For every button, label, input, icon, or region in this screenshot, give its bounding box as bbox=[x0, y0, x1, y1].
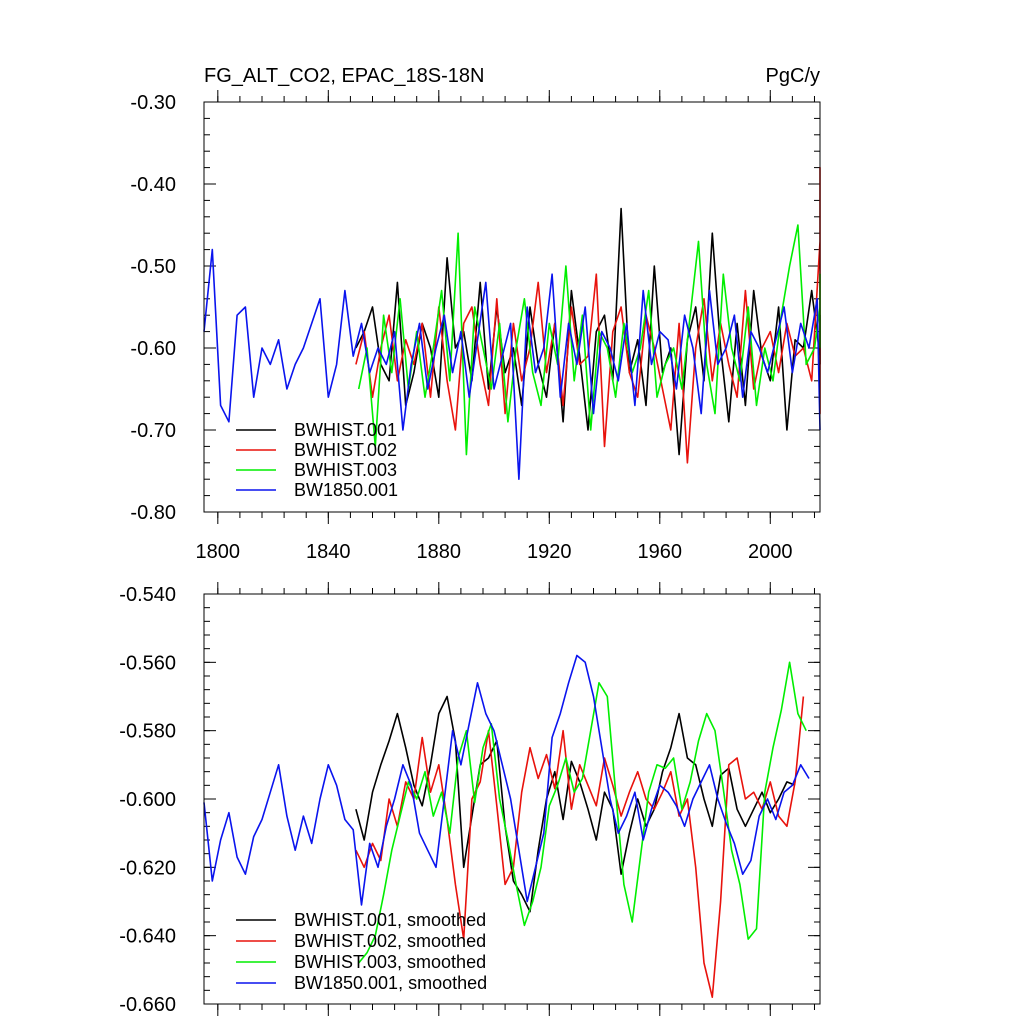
legend-label: BW1850.001, smoothed bbox=[294, 973, 487, 993]
legend-label: BWHIST.001 bbox=[294, 420, 397, 440]
x-tick-label: 2000 bbox=[748, 541, 793, 563]
y-tick-label: -0.560 bbox=[119, 652, 176, 674]
top-plot-frame bbox=[203, 101, 821, 513]
legend-label: BWHIST.001, smoothed bbox=[294, 910, 486, 930]
legend-label: BWHIST.003 bbox=[294, 460, 397, 480]
series-line-bw1850-001-smoothed bbox=[203, 654, 810, 906]
bottom-series-group bbox=[203, 654, 810, 999]
series-line-bw1850-001 bbox=[203, 248, 821, 481]
legend-label: BWHIST.002 bbox=[294, 440, 397, 460]
legend-label: BWHIST.002, smoothed bbox=[294, 931, 486, 951]
x-tick-label: 1840 bbox=[306, 541, 351, 563]
y-tick-label: -0.580 bbox=[119, 721, 176, 743]
y-tick-label: -0.660 bbox=[119, 994, 176, 1016]
y-tick-label: -0.40 bbox=[130, 174, 176, 196]
series-line-bwhist-001-smoothed bbox=[355, 695, 796, 913]
y-tick-label: -0.600 bbox=[119, 789, 176, 811]
series-line-bwhist-003 bbox=[357, 224, 821, 456]
bottom-plot-frame bbox=[203, 593, 821, 1005]
top-panel: FG_ALT_CO2, EPAC_18S-18N PgC/y -0.30 -0.4… bbox=[130, 65, 821, 563]
bottom-panel: -0.540 -0.560 -0.580 -0.600 -0.620 -0.640 -0.6… bbox=[119, 582, 821, 1016]
top-panel-title: FG_ALT_CO2, EPAC_18S-18N bbox=[204, 65, 485, 87]
bottom-axis-ticks: -0.540 -0.560 -0.580 -0.600 -0.620 -0.640 -0.6… bbox=[119, 582, 820, 1016]
series-line-bwhist-003-smoothed bbox=[358, 661, 807, 964]
y-tick-label: -0.50 bbox=[130, 256, 176, 278]
top-panel-units: PgC/y bbox=[766, 65, 820, 87]
legend-label: BW1850.001 bbox=[294, 480, 398, 500]
y-tick-label: -0.30 bbox=[130, 92, 176, 114]
x-tick-label: 1920 bbox=[527, 541, 572, 563]
x-tick-label: 1800 bbox=[196, 541, 241, 563]
y-tick-label: -0.70 bbox=[130, 420, 176, 442]
series-line-bwhist-002 bbox=[355, 166, 821, 464]
y-tick-label: -0.80 bbox=[130, 502, 176, 524]
series-line-bwhist-002-smoothed bbox=[355, 696, 805, 999]
top-axis-ticks: -0.30 -0.40 -0.50 -0.60 -0.70 -0.80 1800 1840 18… bbox=[130, 90, 820, 563]
y-tick-label: -0.640 bbox=[119, 926, 176, 948]
x-tick-label: 1960 bbox=[638, 541, 683, 563]
legend-label: BWHIST.003, smoothed bbox=[294, 952, 486, 972]
x-tick-label: 1880 bbox=[417, 541, 462, 563]
y-tick-label: -0.540 bbox=[119, 584, 176, 606]
top-series-group bbox=[203, 166, 821, 481]
y-tick-label: -0.60 bbox=[130, 338, 176, 360]
series-line-bwhist-001 bbox=[355, 207, 821, 456]
y-tick-label: -0.620 bbox=[119, 857, 176, 879]
